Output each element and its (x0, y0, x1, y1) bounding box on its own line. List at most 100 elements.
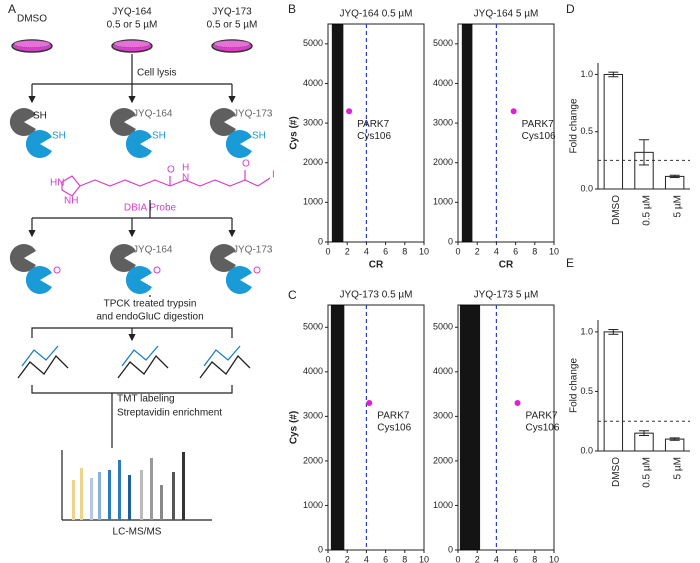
panel-label: A (8, 2, 16, 16)
y-tick-label: 2000 (433, 157, 453, 167)
x-tick-label: 0 (455, 554, 460, 563)
dose: 0.5 or 5 µM (207, 20, 258, 31)
point-label: PARK7 (522, 119, 554, 130)
x-tick-label: 10 (419, 246, 429, 256)
point-label: Cys106 (522, 131, 556, 142)
point-cloud (330, 305, 345, 550)
x-tick-label: 10 (549, 246, 559, 256)
thiol: SH (52, 131, 66, 142)
plot-title: JYQ-173 5 µM (474, 290, 539, 301)
y-tick-label: 1000 (303, 500, 323, 510)
x-tick-label: 6 (513, 246, 518, 256)
y-tick-label: 1000 (433, 500, 453, 510)
x-tick-label: 2 (345, 246, 350, 256)
thiol: SH (252, 131, 266, 142)
point-cloud (331, 24, 344, 242)
atom: I (272, 170, 275, 181)
compound: JYQ-173 (233, 109, 273, 120)
plot-title: JYQ-164 5 µM (474, 9, 539, 20)
atom: HN (50, 178, 64, 189)
y-tick-label: 0 (318, 544, 323, 554)
x-axis-label: CR (499, 260, 514, 271)
point-label: PARK7 (526, 411, 558, 422)
y-tick-label: 3000 (433, 117, 453, 127)
y-tick-label: 0.5 (580, 126, 593, 136)
y-tick-label: 1.0 (580, 326, 593, 336)
step: TMT labeling (117, 394, 175, 405)
y-tick-label: 2000 (303, 455, 323, 465)
x-tick-label: 0 (455, 246, 460, 256)
thiol: SH (33, 111, 47, 122)
x-tick-label: 10 (549, 554, 559, 563)
atom: O (242, 159, 250, 170)
y-axis-label: Fold change (569, 98, 580, 153)
peptides (17, 345, 251, 379)
point-cloud (459, 305, 481, 550)
x-tick-label: 4 (364, 554, 369, 563)
x-tick-label: 0 (325, 246, 330, 256)
bar (664, 438, 685, 452)
atom: O (167, 165, 175, 176)
x-tick-label: DMSO (611, 195, 622, 225)
point-label: Cys106 (377, 423, 411, 434)
y-axis-label: Fold change (569, 358, 580, 413)
point-label: Cys106 (357, 131, 391, 142)
y-tick-label: 2000 (433, 455, 453, 465)
y-tick-label: 1000 (433, 197, 453, 207)
x-tick-label: 8 (532, 246, 537, 256)
spectrum (61, 450, 212, 521)
point-label: PARK7 (357, 119, 389, 130)
bar (603, 73, 624, 190)
x-tick-label: 4 (364, 246, 369, 256)
y-tick-label: 0 (448, 544, 453, 554)
step: TPCK treated trypsin (104, 299, 197, 310)
condition: DMSO (17, 14, 47, 25)
highlight-point (514, 400, 521, 406)
x-tick-label: 2 (475, 554, 480, 563)
panel-label: D (566, 2, 575, 16)
step: and endoGluC digestion (96, 312, 203, 323)
dish (211, 39, 253, 53)
y-tick-label: 4000 (433, 366, 453, 376)
y-tick-label: 3000 (303, 117, 323, 127)
x-tick-label: 10 (419, 554, 429, 563)
panel-label: E (566, 256, 574, 270)
y-tick-label: 3000 (433, 411, 453, 421)
y-tick-label: 1000 (303, 197, 323, 207)
probe-structure: HN NH O H N O I (50, 159, 275, 207)
y-tick-label: 0.5 (580, 386, 593, 396)
bar (664, 175, 685, 190)
x-tick-label: 4 (494, 554, 499, 563)
x-tick-label: 5 µM (672, 457, 683, 479)
condition: JYQ-164 (112, 7, 152, 18)
y-tick-label: 4000 (303, 78, 323, 88)
workflow: A DMSO JYQ-164 0.5 or 5 µM JYQ-173 0.5 o… (8, 2, 275, 537)
y-tick-label: 0.0 (580, 183, 593, 193)
highlight-point (510, 108, 517, 115)
atom: H (182, 163, 189, 174)
protein (9, 244, 37, 272)
point-label: PARK7 (377, 411, 409, 422)
compound: JYQ-164 (133, 109, 173, 120)
dish (11, 39, 53, 53)
bar (603, 331, 624, 452)
point-label: Cys106 (526, 423, 560, 434)
y-tick-label: 3000 (303, 411, 323, 421)
highlight-point (366, 400, 373, 406)
x-tick-label: DMSO (611, 457, 622, 487)
y-tick-label: 1.0 (580, 69, 593, 79)
x-tick-label: 6 (383, 246, 388, 256)
x-tick-label: 2 (475, 246, 480, 256)
y-tick-label: 5000 (433, 38, 453, 48)
y-tick-label: 5000 (433, 322, 453, 332)
step: Cell lysis (137, 68, 176, 79)
y-tick-label: 5000 (303, 322, 323, 332)
x-tick-label: 0 (325, 554, 330, 563)
thiol: SH (152, 131, 166, 142)
y-tick-label: 0 (318, 236, 323, 246)
y-tick-label: 0.0 (580, 445, 593, 455)
point-cloud (461, 24, 473, 242)
dish (111, 39, 153, 53)
y-axis-label: Cys (#) (289, 116, 300, 149)
